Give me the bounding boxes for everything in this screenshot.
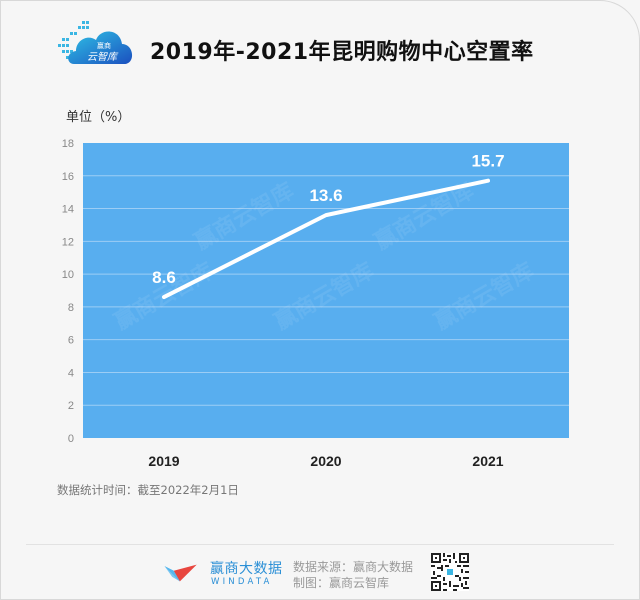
y-tick-label: 14 — [62, 204, 74, 216]
logo-text-top: 赢商 — [97, 41, 111, 50]
gridlines — [83, 175, 569, 406]
chart-maker: 制图：赢商云智库 — [293, 576, 390, 590]
y-axis-ticks: 0 2 4 6 8 10 12 14 16 18 — [62, 138, 74, 445]
data-source: 数据来源：赢商大数据 — [293, 560, 414, 574]
chart-title: 2019年-2021年昆明购物中心空置率 — [150, 40, 534, 65]
y-tick-label: 12 — [62, 236, 74, 248]
qr-code-icon — [431, 553, 469, 591]
footer-divider — [26, 544, 614, 545]
plot-area — [83, 143, 569, 438]
data-label: 8.6 — [152, 268, 176, 287]
yunzhiku-logo-icon: 赢商 云智库 — [58, 21, 133, 65]
y-tick-label: 8 — [68, 302, 74, 314]
y-tick-label: 18 — [62, 138, 74, 150]
y-tick-label: 10 — [62, 269, 74, 281]
footer-brand-en: WINDATA — [211, 577, 273, 587]
y-tick-label: 0 — [68, 433, 74, 445]
y-tick-label: 16 — [62, 171, 74, 183]
x-tick-label: 2021 — [472, 453, 503, 469]
stat-time-note: 数据统计时间：截至2022年2月1日 — [57, 483, 239, 497]
windata-logo-icon — [164, 564, 197, 582]
y-tick-label: 6 — [68, 335, 74, 347]
x-axis-labels: 2019 2020 2021 — [148, 453, 503, 469]
data-labels: 8.6 13.6 15.7 — [152, 152, 504, 287]
y-axis-unit-label: 单位（%） — [66, 110, 131, 125]
logo-text-bottom: 云智库 — [87, 51, 119, 63]
footer-brand-cn: 赢商大数据 — [210, 561, 283, 577]
vacancy-rate-line — [162, 178, 490, 300]
data-label: 13.6 — [309, 186, 342, 205]
y-tick-label: 2 — [68, 400, 74, 412]
x-tick-label: 2019 — [148, 453, 179, 469]
y-tick-label: 4 — [68, 367, 74, 379]
x-tick-label: 2020 — [310, 453, 341, 469]
data-label: 15.7 — [471, 152, 504, 171]
